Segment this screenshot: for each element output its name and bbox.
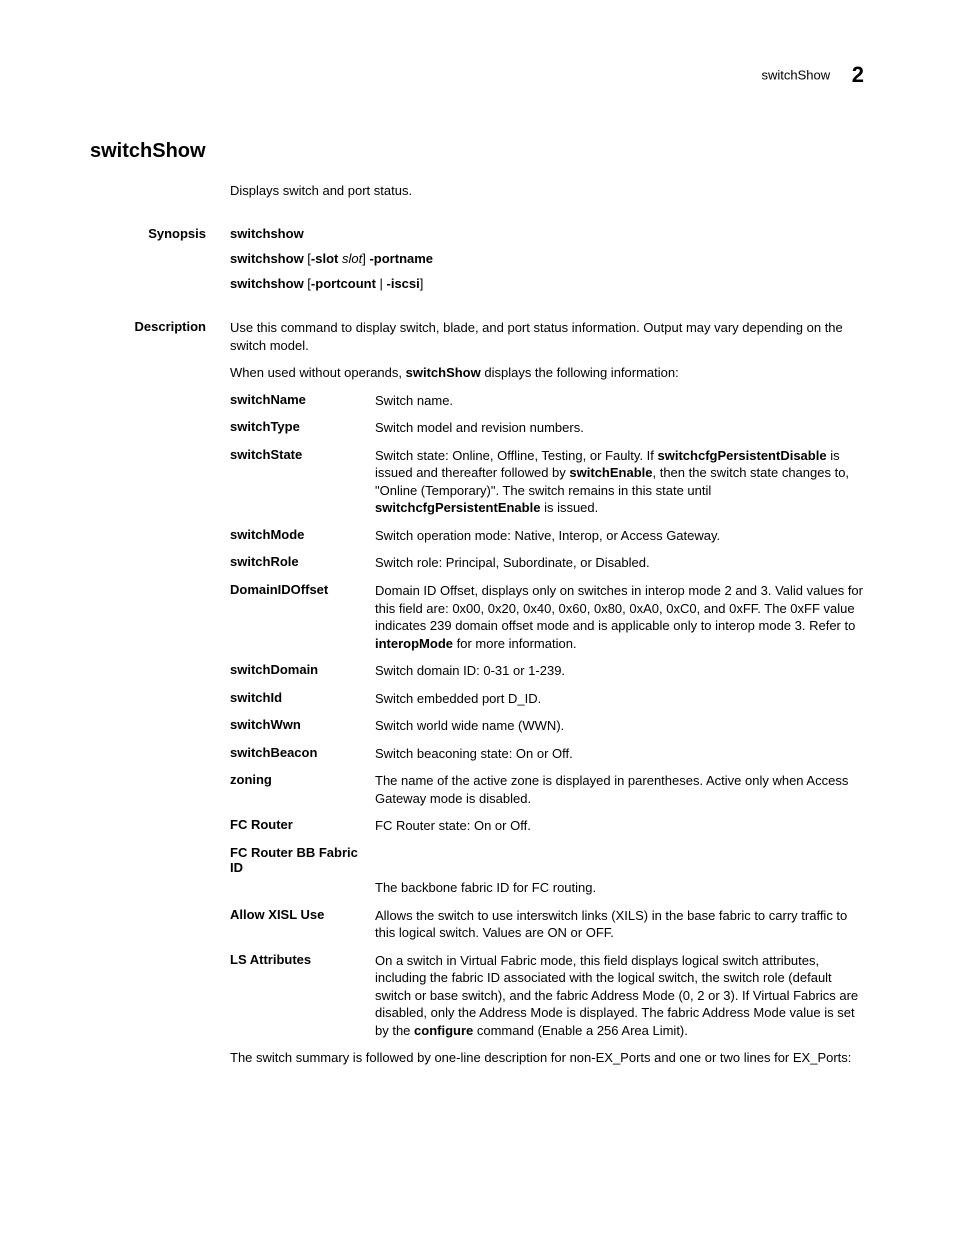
def-desc-part: Domain ID Offset, displays only on switc…: [375, 583, 863, 633]
def-term: switchMode: [230, 527, 375, 545]
def-row: Allow XISL UseAllows the switch to use i…: [230, 907, 864, 942]
def-term: switchWwn: [230, 717, 375, 735]
def-desc: Switch state: Online, Offline, Testing, …: [375, 447, 864, 517]
def-row: FC RouterFC Router state: On or Off.: [230, 817, 864, 835]
syn1-cmd: switchshow: [230, 226, 304, 241]
def-desc: Switch embedded port D_ID.: [375, 690, 864, 708]
syn2-cmd: switchshow: [230, 251, 304, 266]
def-desc-part: command (Enable a 256 Area Limit).: [473, 1023, 688, 1038]
def-desc: Domain ID Offset, displays only on switc…: [375, 582, 864, 652]
def-desc: Switch world wide name (WWN).: [375, 717, 864, 735]
def-desc-part: configure: [414, 1023, 473, 1038]
def-desc: On a switch in Virtual Fabric mode, this…: [375, 952, 864, 1040]
def-term: switchId: [230, 690, 375, 708]
description-label: Description: [90, 319, 230, 1077]
def-desc: Switch domain ID: 0-31 or 1-239.: [375, 662, 864, 680]
desc-p2a: When used without operands,: [230, 365, 406, 380]
def-desc: Switch operation mode: Native, Interop, …: [375, 527, 864, 545]
def-term: switchBeacon: [230, 745, 375, 763]
def-desc-part: interopMode: [375, 636, 453, 651]
def-row: zoningThe name of the active zone is dis…: [230, 772, 864, 807]
def-row: switchTypeSwitch model and revision numb…: [230, 419, 864, 437]
def-row: switchDomainSwitch domain ID: 0-31 or 1-…: [230, 662, 864, 680]
def-row: FC Router BB Fabric IDThe backbone fabri…: [230, 845, 864, 897]
syn-line-3: switchshow [-portcount | -iscsi]: [230, 276, 864, 291]
intro-text: Displays switch and port status.: [230, 183, 864, 198]
def-term: FC Router BB Fabric ID: [230, 845, 375, 875]
desc-trail: The switch summary is followed by one-li…: [230, 1049, 864, 1067]
definition-list: switchNameSwitch name.switchTypeSwitch m…: [230, 392, 864, 1040]
page: switchShow 2 switchShow Displays switch …: [0, 0, 954, 1235]
def-term: Allow XISL Use: [230, 907, 375, 942]
def-term: switchName: [230, 392, 375, 410]
def-term: switchDomain: [230, 662, 375, 680]
syn-line-2: switchshow [-slot slot] -portname: [230, 251, 864, 266]
def-desc-part: for more information.: [453, 636, 577, 651]
syn3-cmd: switchshow: [230, 276, 304, 291]
description-body: Use this command to display switch, blad…: [230, 319, 864, 1077]
desc-p2c: displays the following information:: [481, 365, 679, 380]
def-desc-part: is issued.: [540, 500, 598, 515]
syn3-brkt2: ]: [420, 276, 424, 291]
def-term: FC Router: [230, 817, 375, 835]
header-title: switchShow: [761, 68, 830, 83]
def-term: switchState: [230, 447, 375, 517]
header-chapter: 2: [852, 62, 864, 87]
def-term: zoning: [230, 772, 375, 807]
def-row: switchNameSwitch name.: [230, 392, 864, 410]
synopsis-label: Synopsis: [90, 226, 230, 301]
syn3-pipe: |: [376, 276, 387, 291]
syn2-brkt1: [: [304, 251, 311, 266]
def-desc: Switch beaconing state: On or Off.: [375, 745, 864, 763]
synopsis-body: switchshow switchshow [-slot slot] -port…: [230, 226, 864, 301]
def-row: switchStateSwitch state: Online, Offline…: [230, 447, 864, 517]
def-term: switchType: [230, 419, 375, 437]
syn2-slot: -slot: [311, 251, 338, 266]
syn3-iscsi: -iscsi: [387, 276, 420, 291]
def-row: switchBeaconSwitch beaconing state: On o…: [230, 745, 864, 763]
def-desc: Switch model and revision numbers.: [375, 419, 864, 437]
syn2-portname: -portname: [369, 251, 433, 266]
desc-p2: When used without operands, switchShow d…: [230, 364, 864, 382]
running-header: switchShow 2: [761, 62, 864, 88]
def-desc-part: switchEnable: [569, 465, 652, 480]
def-row: LS AttributesOn a switch in Virtual Fabr…: [230, 952, 864, 1040]
syn3-brkt1: [: [304, 276, 311, 291]
def-desc: The name of the active zone is displayed…: [375, 772, 864, 807]
synopsis-section: Synopsis switchshow switchshow [-slot sl…: [90, 226, 864, 301]
description-section: Description Use this command to display …: [90, 319, 864, 1077]
def-term: switchRole: [230, 554, 375, 572]
def-row: DomainIDOffsetDomain ID Offset, displays…: [230, 582, 864, 652]
def-desc: The backbone fabric ID for FC routing.: [375, 879, 864, 897]
syn3-portcount: -portcount: [311, 276, 376, 291]
def-desc: Allows the switch to use interswitch lin…: [375, 907, 864, 942]
def-row: switchRoleSwitch role: Principal, Subord…: [230, 554, 864, 572]
syn2-slotval: slot: [342, 251, 362, 266]
def-desc: Switch role: Principal, Subordinate, or …: [375, 554, 864, 572]
def-term: DomainIDOffset: [230, 582, 375, 652]
desc-p1: Use this command to display switch, blad…: [230, 319, 864, 354]
def-desc-part: Switch state: Online, Offline, Testing, …: [375, 448, 658, 463]
def-row: switchWwnSwitch world wide name (WWN).: [230, 717, 864, 735]
def-term: LS Attributes: [230, 952, 375, 1040]
def-row: switchModeSwitch operation mode: Native,…: [230, 527, 864, 545]
def-desc: FC Router state: On or Off.: [375, 817, 864, 835]
def-desc-part: switchcfgPersistentDisable: [658, 448, 827, 463]
def-row: switchIdSwitch embedded port D_ID.: [230, 690, 864, 708]
desc-p2b: switchShow: [406, 365, 481, 380]
def-desc: Switch name.: [375, 392, 864, 410]
def-desc-part: switchcfgPersistentEnable: [375, 500, 540, 515]
syn-line-1: switchshow: [230, 226, 864, 241]
page-title: switchShow: [90, 140, 864, 163]
